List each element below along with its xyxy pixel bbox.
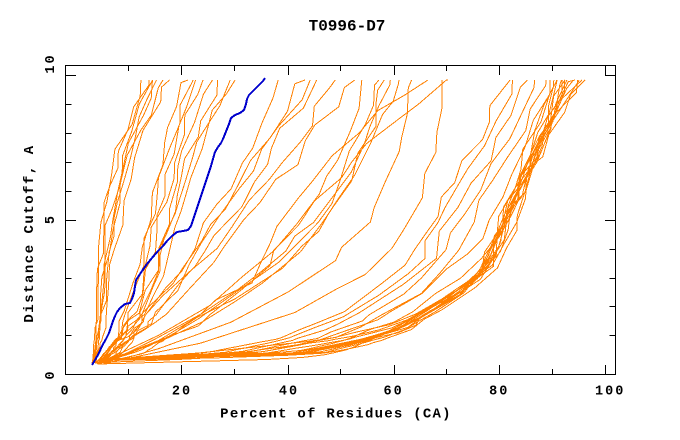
svg-text:5: 5 xyxy=(44,214,59,224)
svg-text:40: 40 xyxy=(279,385,299,400)
svg-text:T0996-D7: T0996-D7 xyxy=(309,18,386,36)
svg-text:20: 20 xyxy=(172,385,192,400)
svg-text:60: 60 xyxy=(383,385,403,400)
svg-text:80: 80 xyxy=(489,385,509,400)
svg-text:Distance Cutoff, A: Distance Cutoff, A xyxy=(22,144,38,322)
svg-text:100: 100 xyxy=(595,385,625,400)
svg-text:Percent of Residues (CA): Percent of Residues (CA) xyxy=(220,407,452,423)
svg-text:0: 0 xyxy=(44,369,59,379)
svg-text:10: 10 xyxy=(44,53,59,73)
svg-text:0: 0 xyxy=(60,385,70,400)
